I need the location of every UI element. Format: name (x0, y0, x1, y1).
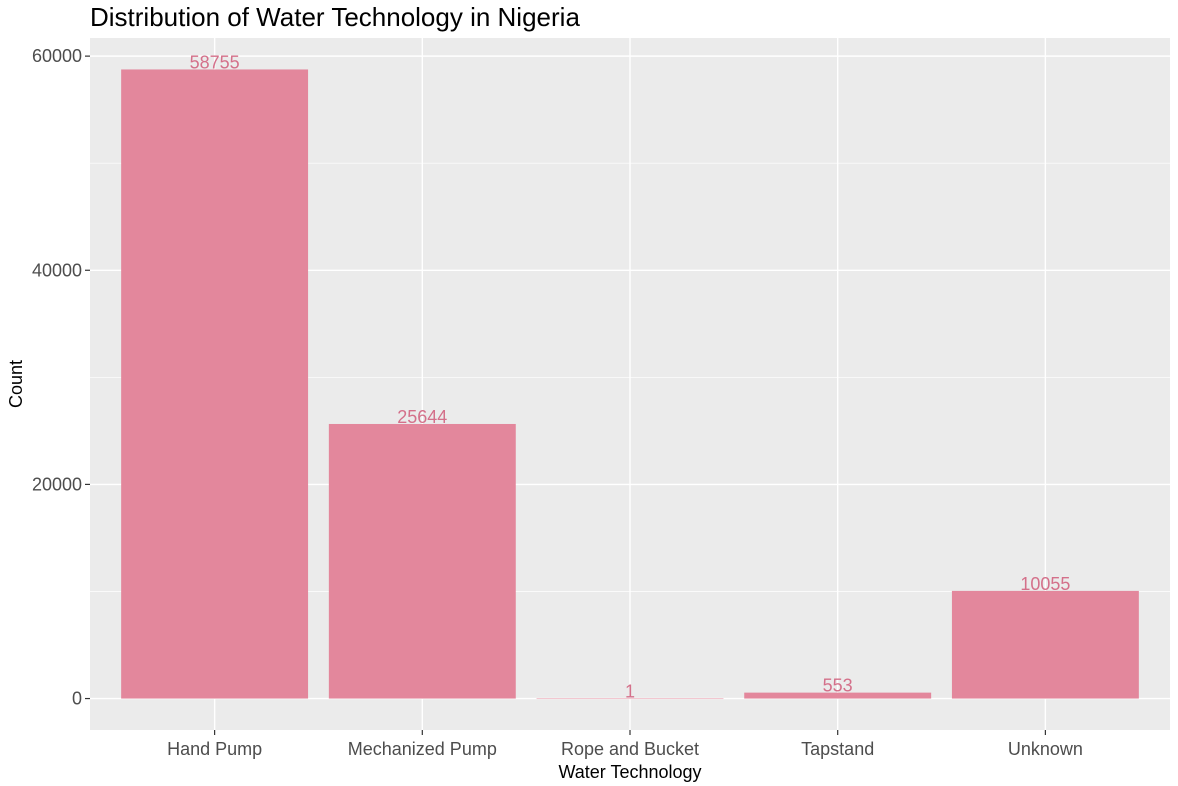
bar-mechanized-pump (328, 423, 516, 699)
x-tick-label: Tapstand (801, 739, 874, 759)
x-axis-title: Water Technology (558, 762, 701, 782)
chart-title: Distribution of Water Technology in Nige… (90, 2, 580, 32)
data-labels-group: 58755 25644 1 553 10055 (190, 52, 1071, 701)
data-label: 58755 (190, 52, 240, 72)
y-tick-label: 60000 (32, 46, 82, 66)
y-tick-label: 40000 (32, 260, 82, 280)
data-label: 10055 (1020, 574, 1070, 594)
bar-rope-and-bucket (536, 698, 724, 700)
x-tick-label: Mechanized Pump (348, 739, 497, 759)
bar-tapstand (744, 692, 932, 699)
bar-hand-pump (121, 69, 309, 699)
data-label: 1 (625, 682, 635, 702)
data-label: 553 (823, 676, 853, 696)
y-tick-label: 20000 (32, 474, 82, 494)
bar-unknown (951, 590, 1139, 699)
x-tick-label: Rope and Bucket (561, 739, 699, 759)
data-label: 25644 (397, 407, 447, 427)
y-tick-label: 0 (72, 689, 82, 709)
x-tick-label: Unknown (1008, 739, 1083, 759)
bars-group (121, 69, 1139, 700)
x-axis: Hand Pump Mechanized Pump Rope and Bucket T… (167, 730, 1083, 759)
y-axis: 0 20000 40000 60000 (32, 46, 90, 709)
x-tick-label: Hand Pump (167, 739, 262, 759)
y-axis-title: Count (6, 360, 26, 408)
